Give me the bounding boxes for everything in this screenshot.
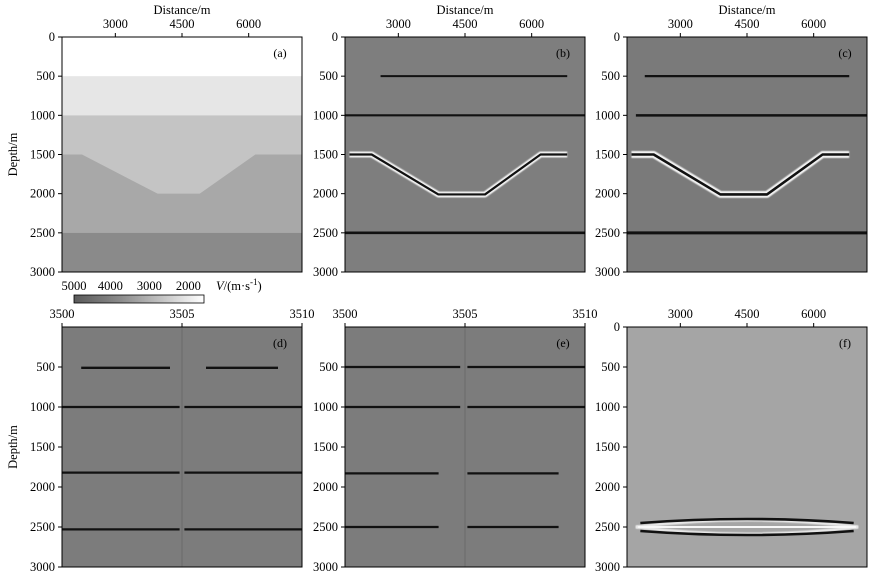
y-tick-label: 0: [332, 30, 338, 44]
event-f-core-1: [640, 517, 854, 525]
layer-4: [62, 154, 302, 233]
y-tick-label: 2000: [595, 187, 620, 201]
y-tick-label: 0: [614, 30, 620, 44]
y-tick-label: 1500: [30, 440, 55, 454]
event-f-core-3: [640, 529, 854, 537]
y-tick-label: 1000: [30, 400, 55, 414]
y-tick-label: 500: [319, 360, 338, 374]
x-tick-label: 3000: [386, 17, 411, 31]
y-tick-label: 500: [36, 69, 55, 83]
y-tick-label: 3000: [313, 265, 338, 279]
panel-a: (a) 3000 4500 6000 0 500 1000 1500 2000 2500 3000 D…: [6, 3, 303, 304]
y-tick-label: 1500: [313, 440, 338, 454]
y-tick-label: 0: [614, 320, 620, 334]
y-tick-label: 2000: [595, 480, 620, 494]
y-axis-title: Depth/m: [6, 425, 20, 469]
y-tick-label: 1500: [30, 148, 55, 162]
y-tick-label: 2500: [30, 520, 55, 534]
colorbar-label-symbol: V: [216, 279, 225, 293]
x-tick-label: 6000: [801, 307, 826, 321]
y-tick-label: 3000: [595, 265, 620, 279]
x-tick-label: 3510: [290, 307, 315, 321]
reflector-trapezoid-core: [349, 153, 568, 196]
layer-2: [62, 76, 302, 116]
colorbar-label: V/(m·s-1): [216, 277, 262, 293]
y-tick-label: 500: [601, 360, 620, 374]
y-tick-label: 3000: [595, 560, 620, 572]
layer-5: [62, 232, 302, 272]
panel-label: (f): [839, 336, 851, 350]
colorbar-tick-label: 3000: [137, 279, 162, 293]
y-tick-label: 2500: [595, 520, 620, 534]
x-tick-label: 3000: [668, 17, 693, 31]
x-tick-label: 4500: [735, 307, 760, 321]
y-tick-label: 1000: [313, 400, 338, 414]
y-tick-label: 2000: [313, 480, 338, 494]
panel-f: (f) 3000 4500 6000 0 500 1000 1500 2000 2500 3000: [595, 307, 868, 572]
panel-label: (c): [838, 46, 851, 60]
y-tick-label: 3000: [313, 560, 338, 572]
y-tick-label: 2500: [595, 226, 620, 240]
y-tick-label: 2000: [30, 187, 55, 201]
reflector-trapezoid-core: [631, 153, 850, 196]
y-tick-label: 2000: [30, 480, 55, 494]
panel-label: (a): [273, 46, 286, 60]
x-tick-label: 3500: [333, 307, 358, 321]
colorbar-gradient: [73, 294, 205, 304]
x-axis-title: Distance/m: [437, 3, 494, 17]
x-tick-label: 3000: [668, 307, 693, 321]
y-tick-label: 2500: [313, 226, 338, 240]
x-tick-label: 3505: [453, 307, 478, 321]
x-tick-label: 4500: [453, 17, 478, 31]
y-tick-label: 2000: [313, 187, 338, 201]
panel-c: (c) 3000 4500 6000 0 500 1000 1500 2000 2500 3000 D…: [595, 3, 868, 279]
y-tick-label: 1000: [595, 108, 620, 122]
colorbar-label-units: /(m·s: [224, 279, 251, 293]
y-tick-label: 1500: [595, 440, 620, 454]
panel-label: (d): [273, 336, 287, 350]
x-tick-label: 6000: [519, 17, 544, 31]
y-tick-label: 2500: [30, 226, 55, 240]
y-tick-label: 1000: [30, 108, 55, 122]
colorbar-tick-label: 5000: [62, 279, 87, 293]
x-tick-label: 3500: [50, 307, 75, 321]
y-tick-label: 500: [36, 360, 55, 374]
x-tick-label: 6000: [801, 17, 826, 31]
y-tick-label: 1000: [595, 400, 620, 414]
x-axis-title: Distance/m: [719, 3, 776, 17]
y-axis-title: Depth/m: [6, 132, 20, 176]
colorbar: 5000 4000 3000 2000 V/(m·s-1): [62, 277, 262, 304]
x-tick-label: 4500: [735, 17, 760, 31]
colorbar-tick-label: 2000: [176, 279, 201, 293]
panel-label: (b): [556, 46, 570, 60]
layer-1: [62, 37, 302, 77]
y-tick-label: 3000: [30, 265, 55, 279]
y-tick-label: 1500: [313, 148, 338, 162]
y-tick-label: 0: [49, 30, 55, 44]
y-tick-label: 500: [319, 69, 338, 83]
panel-e: (e) 3500 3505 3510 500 1000 1500 2000 2500 3000: [313, 307, 598, 572]
panel-label: (e): [556, 336, 569, 350]
colorbar-label-exponent: -1: [250, 277, 258, 287]
panels-layer: (a) 3000 4500 6000 0 500 1000 1500 2000 2500 3000 D…: [6, 3, 868, 572]
y-tick-label: 2500: [313, 520, 338, 534]
y-tick-label: 500: [601, 69, 620, 83]
colorbar-label-close: ): [258, 279, 262, 293]
x-tick-label: 3000: [103, 17, 128, 31]
x-axis-title: Distance/m: [154, 3, 211, 17]
x-tick-label: 6000: [236, 17, 261, 31]
panel-d: (d) 3500 3505 3510 500 1000 1500 2000 2500 3000 De…: [6, 307, 315, 572]
x-tick-label: 3505: [170, 307, 195, 321]
colorbar-tick-label: 4000: [98, 279, 123, 293]
y-tick-label: 3000: [30, 560, 55, 572]
y-tick-label: 1500: [595, 148, 620, 162]
x-tick-label: 3510: [573, 307, 598, 321]
y-tick-label: 1000: [313, 108, 338, 122]
panel-b: (b) 3000 4500 6000 0 500 1000 1500 2000 2500 3000 D…: [313, 3, 586, 279]
x-tick-label: 4500: [170, 17, 195, 31]
